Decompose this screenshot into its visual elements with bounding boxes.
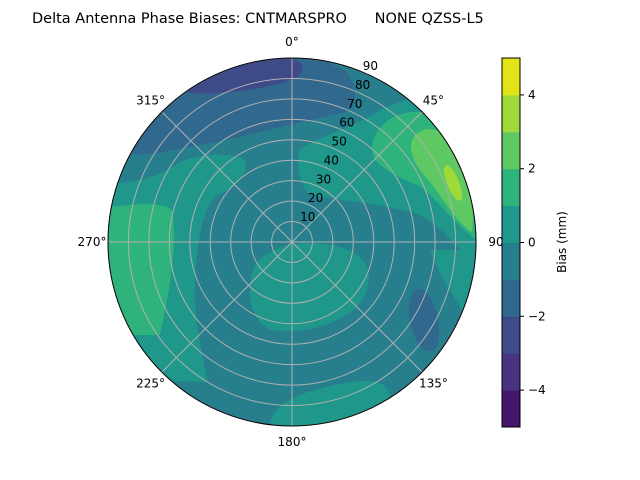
contour-band-1-2-west <box>108 204 175 335</box>
radial-tick-label: 50 <box>331 135 346 149</box>
colorbar-tick-label: −4 <box>528 383 546 397</box>
radial-tick-label: 70 <box>347 97 362 111</box>
radial-tick-label: 40 <box>324 153 339 167</box>
colorbar-band <box>502 390 520 428</box>
colorbar-band <box>502 353 520 391</box>
colorbar-band <box>502 279 520 317</box>
colorbar-label: Bias (mm) <box>555 211 569 273</box>
radial-tick-label: 10 <box>300 210 315 224</box>
contour-band-0-1-south <box>270 380 390 426</box>
chart-title: Delta Antenna Phase Biases: CNTMARSPRO N… <box>32 11 484 27</box>
radial-tick-labels: 10 20 30 40 50 60 70 80 90 <box>300 59 378 224</box>
contour-band-3-4 <box>443 165 463 201</box>
colorbar: −4 −2 0 2 4 <box>501 57 546 428</box>
colorbar-band <box>502 205 520 243</box>
angular-tick-label: 90 <box>488 235 503 249</box>
colorbar-band <box>502 168 520 207</box>
colorbar-tick-label: −2 <box>528 309 546 323</box>
angular-gridline-45 <box>291 111 423 243</box>
colorbar-band <box>502 131 520 170</box>
angular-gridline-315 <box>161 111 293 243</box>
angular-tick-label: 315° <box>136 94 165 108</box>
colorbar-tick-label: 0 <box>528 236 536 250</box>
polar-frame <box>107 57 477 427</box>
colorbar-band <box>502 58 520 96</box>
angular-gridline-225 <box>161 241 293 373</box>
angular-tick-label: 270° <box>78 235 107 249</box>
angular-tick-label: 0° <box>285 35 299 49</box>
colorbar-tick-label: 4 <box>528 88 536 102</box>
radial-tick-label: 90 <box>363 59 378 73</box>
radial-tick-label: 60 <box>339 116 354 130</box>
angular-tick-labels: 0° 45° 90 135° 180° 225° 270° 315° <box>78 35 504 449</box>
radial-tick-label: 80 <box>355 78 370 92</box>
colorbar-band <box>502 94 520 133</box>
polar-grid <box>107 57 477 427</box>
colorbar-tick-label: 2 <box>528 162 536 176</box>
angular-tick-label: 180° <box>278 435 307 449</box>
contour-band-neg2-neg1-southeast <box>408 288 440 352</box>
radial-tick-label: 30 <box>316 172 331 186</box>
colorbar-band <box>502 242 520 280</box>
angular-tick-label: 45° <box>423 94 444 108</box>
radial-tick-label: 20 <box>308 191 323 205</box>
colorbar-band <box>502 316 520 354</box>
angular-tick-label: 135° <box>419 376 448 390</box>
angular-gridline-135 <box>291 241 423 373</box>
angular-tick-label: 225° <box>136 376 165 390</box>
